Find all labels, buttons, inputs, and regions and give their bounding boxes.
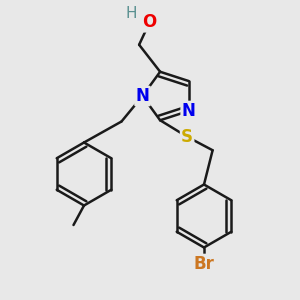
Text: N: N (136, 87, 149, 105)
Text: H: H (126, 6, 137, 21)
Text: O: O (142, 13, 157, 31)
Text: S: S (181, 128, 193, 146)
Text: Br: Br (194, 255, 214, 273)
Text: N: N (182, 102, 196, 120)
